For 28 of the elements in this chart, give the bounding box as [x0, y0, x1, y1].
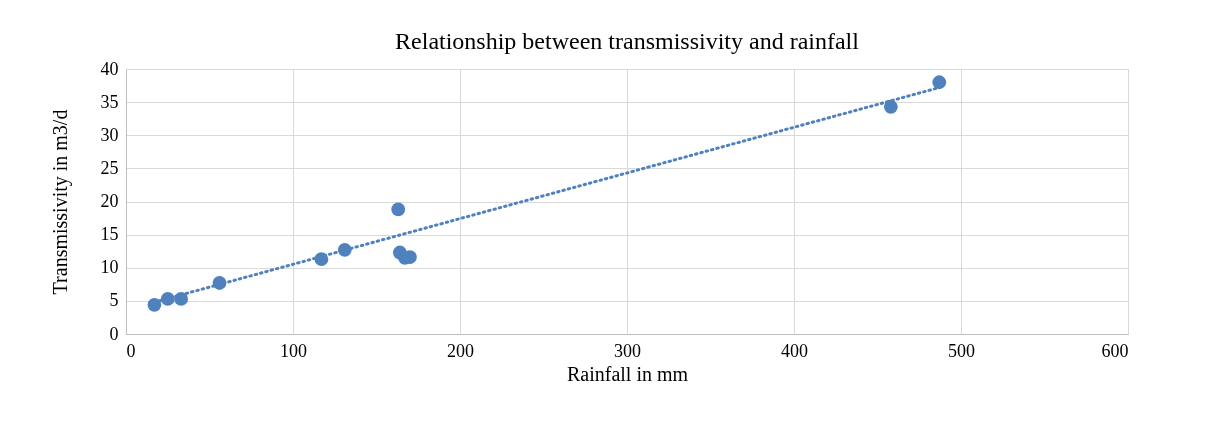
point: [160, 292, 175, 306]
x-tick-label: 300: [614, 340, 641, 361]
y-axis-title: Transmissivity in m3/d: [48, 109, 72, 295]
y-tick-label: 40: [100, 58, 119, 79]
y-tick-label: 15: [100, 224, 119, 245]
point: [314, 252, 329, 267]
y-tick-label: 25: [100, 157, 119, 178]
y-tick-label: 20: [100, 191, 119, 211]
y-tick-label: 0: [109, 323, 119, 344]
point: [147, 297, 162, 312]
point: [883, 99, 898, 114]
y-tick-label: 35: [100, 91, 119, 112]
x-tick-label: 500: [948, 340, 975, 361]
y-tick-label: 10: [100, 257, 119, 278]
x-axis-title: Rainfall in mm: [566, 362, 689, 385]
y-tick-label: 30: [100, 124, 119, 145]
point: [932, 75, 947, 90]
x-tick-label: 400: [781, 340, 808, 361]
point: [174, 292, 188, 306]
x-tick-label: 600: [1101, 340, 1129, 361]
x-tick-label: 0: [126, 340, 136, 361]
point: [391, 202, 406, 217]
x-tick-label: 200: [447, 340, 474, 361]
point: [337, 242, 352, 257]
x-tick-label: 100: [280, 340, 307, 361]
chart-title: Relationship between transmissivity and rainfall: [395, 28, 860, 54]
point: [212, 276, 227, 290]
y-tick-label: 5: [109, 290, 119, 311]
